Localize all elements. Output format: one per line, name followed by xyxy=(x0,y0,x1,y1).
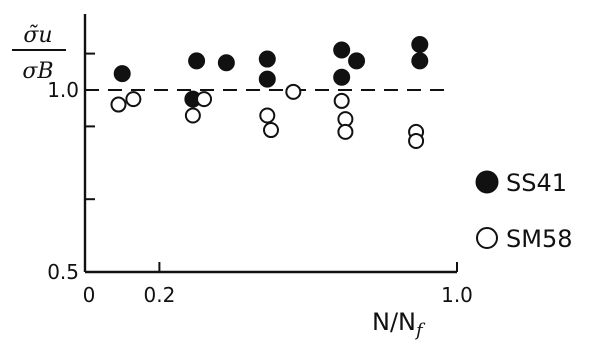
x-tick-label: 0.2 xyxy=(143,283,175,307)
y-axis-label-numerator: σ̃u xyxy=(23,23,52,48)
legend-marker-ss41 xyxy=(475,170,499,194)
data-point-sm58 xyxy=(333,92,350,109)
data-point-sm58 xyxy=(285,83,302,100)
legend-label-ss41: SS41 xyxy=(506,169,567,197)
x-tick-label: 0 xyxy=(83,283,96,307)
data-points xyxy=(110,36,429,149)
data-point-sm58 xyxy=(263,122,279,139)
legend-marker-sm58 xyxy=(476,227,498,249)
y-axis-label: σ̃u σB xyxy=(12,23,66,84)
y-tick-label: 0.5 xyxy=(47,260,79,284)
data-point-sm58 xyxy=(337,123,354,140)
data-point-sm58 xyxy=(125,91,142,108)
y-tick-label: 1.0 xyxy=(47,78,79,102)
data-point-sm58 xyxy=(259,107,276,124)
data-point-ss41 xyxy=(333,68,351,86)
data-point-ss41 xyxy=(411,52,429,70)
x-ticks: 0 0.2 1.0 xyxy=(83,262,473,307)
data-point-ss41 xyxy=(258,50,276,68)
y-ticks: 0.5 1.0 xyxy=(47,52,95,284)
x-axis-label: N/Nf xyxy=(372,308,426,340)
data-point-sm58 xyxy=(408,132,425,149)
data-point-sm58 xyxy=(196,91,213,108)
x-axis-label-main: N/N xyxy=(372,308,416,336)
data-point-ss41 xyxy=(333,41,351,59)
data-point-sm58 xyxy=(110,96,127,113)
data-point-ss41 xyxy=(188,52,206,70)
legend: SS41 SM58 xyxy=(475,169,572,253)
x-tick-label: 1.0 xyxy=(441,283,473,307)
data-point-ss41 xyxy=(348,52,366,70)
x-axis-label-subscript: f xyxy=(414,320,426,340)
data-point-sm58 xyxy=(184,107,201,124)
data-point-ss41 xyxy=(113,65,131,83)
data-point-ss41 xyxy=(217,54,235,72)
data-point-ss41 xyxy=(258,70,276,88)
y-axis-label-denominator: σB xyxy=(22,59,53,84)
legend-label-sm58: SM58 xyxy=(506,225,572,253)
data-point-ss41 xyxy=(411,36,429,53)
